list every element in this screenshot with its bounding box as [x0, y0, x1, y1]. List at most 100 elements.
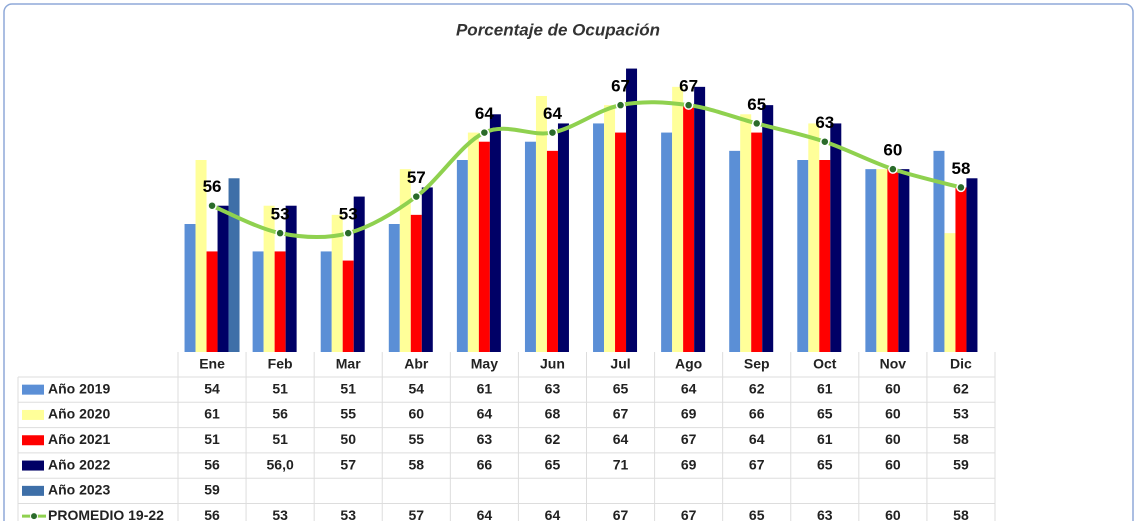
table-cell: 65	[613, 380, 629, 396]
bar	[672, 86, 684, 352]
x-tick-label: Sep	[744, 356, 770, 372]
line	[211, 100, 962, 240]
bar	[661, 132, 673, 352]
chart-title: Porcentaje de Ocupación	[456, 20, 660, 39]
bar	[263, 205, 275, 352]
table-cell: 53	[953, 406, 969, 422]
table-cell: 61	[817, 431, 833, 447]
data-label: 67	[679, 77, 698, 96]
table-cell: 71	[613, 456, 629, 472]
x-tick-label: Oct	[813, 356, 837, 372]
table-cell: 66	[477, 456, 493, 472]
table-cell: 53	[272, 507, 288, 521]
bar	[489, 114, 501, 353]
bar	[830, 123, 842, 352]
table-cell: 61	[204, 406, 220, 422]
data-label: 60	[883, 141, 902, 160]
bar	[683, 105, 695, 353]
marker	[956, 182, 966, 193]
table-cell: 65	[749, 507, 765, 521]
bar	[694, 86, 706, 352]
bar	[615, 132, 627, 352]
table-cell: 54	[409, 380, 425, 396]
legend-label: PROMEDIO 19-22	[48, 507, 164, 521]
legend-key	[22, 435, 44, 446]
marker	[751, 118, 762, 129]
legend-key	[22, 485, 44, 496]
bar	[933, 150, 945, 352]
table-cell: 64	[613, 431, 629, 447]
bar	[876, 169, 888, 352]
table-cell: 55	[409, 431, 425, 447]
legend-label: Año 2023	[48, 482, 110, 498]
bar	[478, 141, 490, 352]
x-tick-label: Ago	[675, 356, 702, 372]
legend-key	[22, 384, 44, 395]
legend-key	[22, 409, 44, 420]
data-label: 53	[271, 205, 290, 224]
table-cell: 69	[681, 456, 697, 472]
table-cell: 60	[885, 406, 901, 422]
table-cell: 64	[477, 406, 493, 422]
table-cell: 63	[817, 507, 833, 521]
table-cell: 63	[545, 380, 561, 396]
table-cell: 66	[749, 406, 765, 422]
table-cell: 68	[545, 406, 561, 422]
data-label: 67	[611, 77, 630, 96]
bar	[626, 68, 638, 353]
marker	[888, 164, 898, 174]
table-cell: 50	[340, 431, 356, 447]
table-cell: 59	[953, 456, 969, 472]
table-cell: 62	[749, 380, 765, 396]
table-cell: 63	[477, 431, 493, 447]
bar	[593, 123, 605, 352]
data-label: 63	[815, 113, 834, 132]
bar	[342, 260, 354, 352]
bar	[410, 214, 422, 352]
table-cell: 51	[272, 431, 288, 447]
bar	[252, 251, 264, 352]
x-tick-label: May	[471, 356, 498, 372]
data-label: 64	[543, 104, 562, 123]
bar	[944, 233, 956, 352]
bar	[535, 96, 547, 352]
bar	[331, 214, 343, 352]
data-table: Ene Feb Mar Abr May Jun Jul Ago Sep Oct Nov Dic Año …	[17, 352, 996, 523]
title-bg	[442, 18, 674, 44]
table-cell: 62	[545, 431, 561, 447]
marker	[615, 100, 626, 110]
bar	[206, 251, 218, 352]
bar	[865, 169, 877, 352]
bar	[546, 150, 558, 352]
table-cell: 69	[681, 406, 697, 422]
marker	[343, 228, 353, 238]
bar	[524, 141, 536, 352]
marker	[820, 136, 830, 147]
table-cell: 61	[817, 380, 833, 396]
table-cell: 51	[204, 431, 220, 447]
bar	[751, 132, 763, 352]
table-cell: 51	[272, 380, 288, 396]
marker	[683, 100, 694, 110]
legend-label: Año 2020	[48, 406, 110, 422]
x-tick-label: Jun	[540, 356, 565, 372]
table-cell: 56,0	[267, 456, 294, 472]
table-cell: 58	[953, 507, 969, 521]
table-cell: 56	[204, 456, 220, 472]
bar	[762, 105, 774, 353]
table-cell: 58	[953, 431, 969, 447]
table-cell: 60	[885, 456, 901, 472]
data-label: 58	[951, 159, 970, 178]
x-tick-label: Abr	[404, 356, 429, 372]
table-cell: 56	[204, 507, 220, 521]
table-cell: 57	[340, 456, 356, 472]
table-cell: 56	[272, 406, 288, 422]
table-cell: 60	[409, 406, 425, 422]
x-tick-label: Feb	[268, 356, 293, 372]
table-cell: 61	[477, 380, 493, 396]
bar	[966, 178, 978, 352]
bar	[887, 169, 899, 352]
table-cell: 53	[340, 507, 356, 521]
